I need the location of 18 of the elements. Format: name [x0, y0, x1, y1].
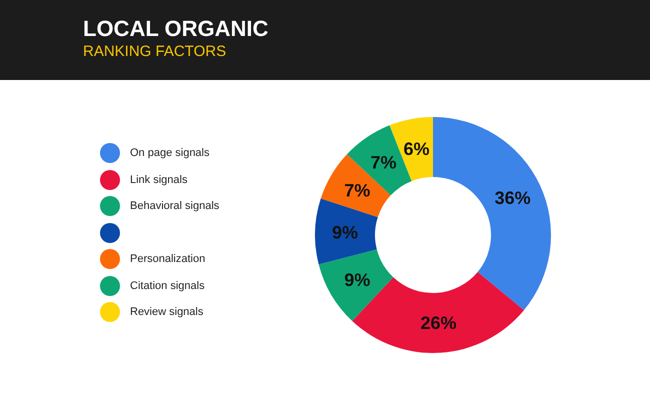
- data-label: 26%: [420, 313, 457, 334]
- data-label: 9%: [332, 222, 358, 243]
- legend-label: Citation signals: [130, 280, 205, 292]
- donut-slice: [318, 249, 394, 322]
- data-label: 7%: [344, 180, 370, 201]
- legend-label: On page signals: [130, 147, 210, 160]
- chart-title: LOCAL ORGANIC: [83, 16, 268, 42]
- data-label: 36%: [494, 188, 531, 208]
- legend-label: Link signals: [130, 174, 188, 186]
- legend-label: Behavioral signals: [130, 200, 220, 212]
- legend-label: Review signals: [130, 306, 204, 318]
- legend-label: Personalization: [130, 253, 206, 266]
- data-label: 7%: [370, 152, 397, 173]
- data-label: 6%: [404, 138, 430, 159]
- donut-slice: [433, 117, 551, 310]
- chart-subtitle: RANKING FACTORS: [83, 43, 226, 60]
- data-label: 9%: [344, 270, 370, 290]
- donut-slice: [315, 198, 378, 264]
